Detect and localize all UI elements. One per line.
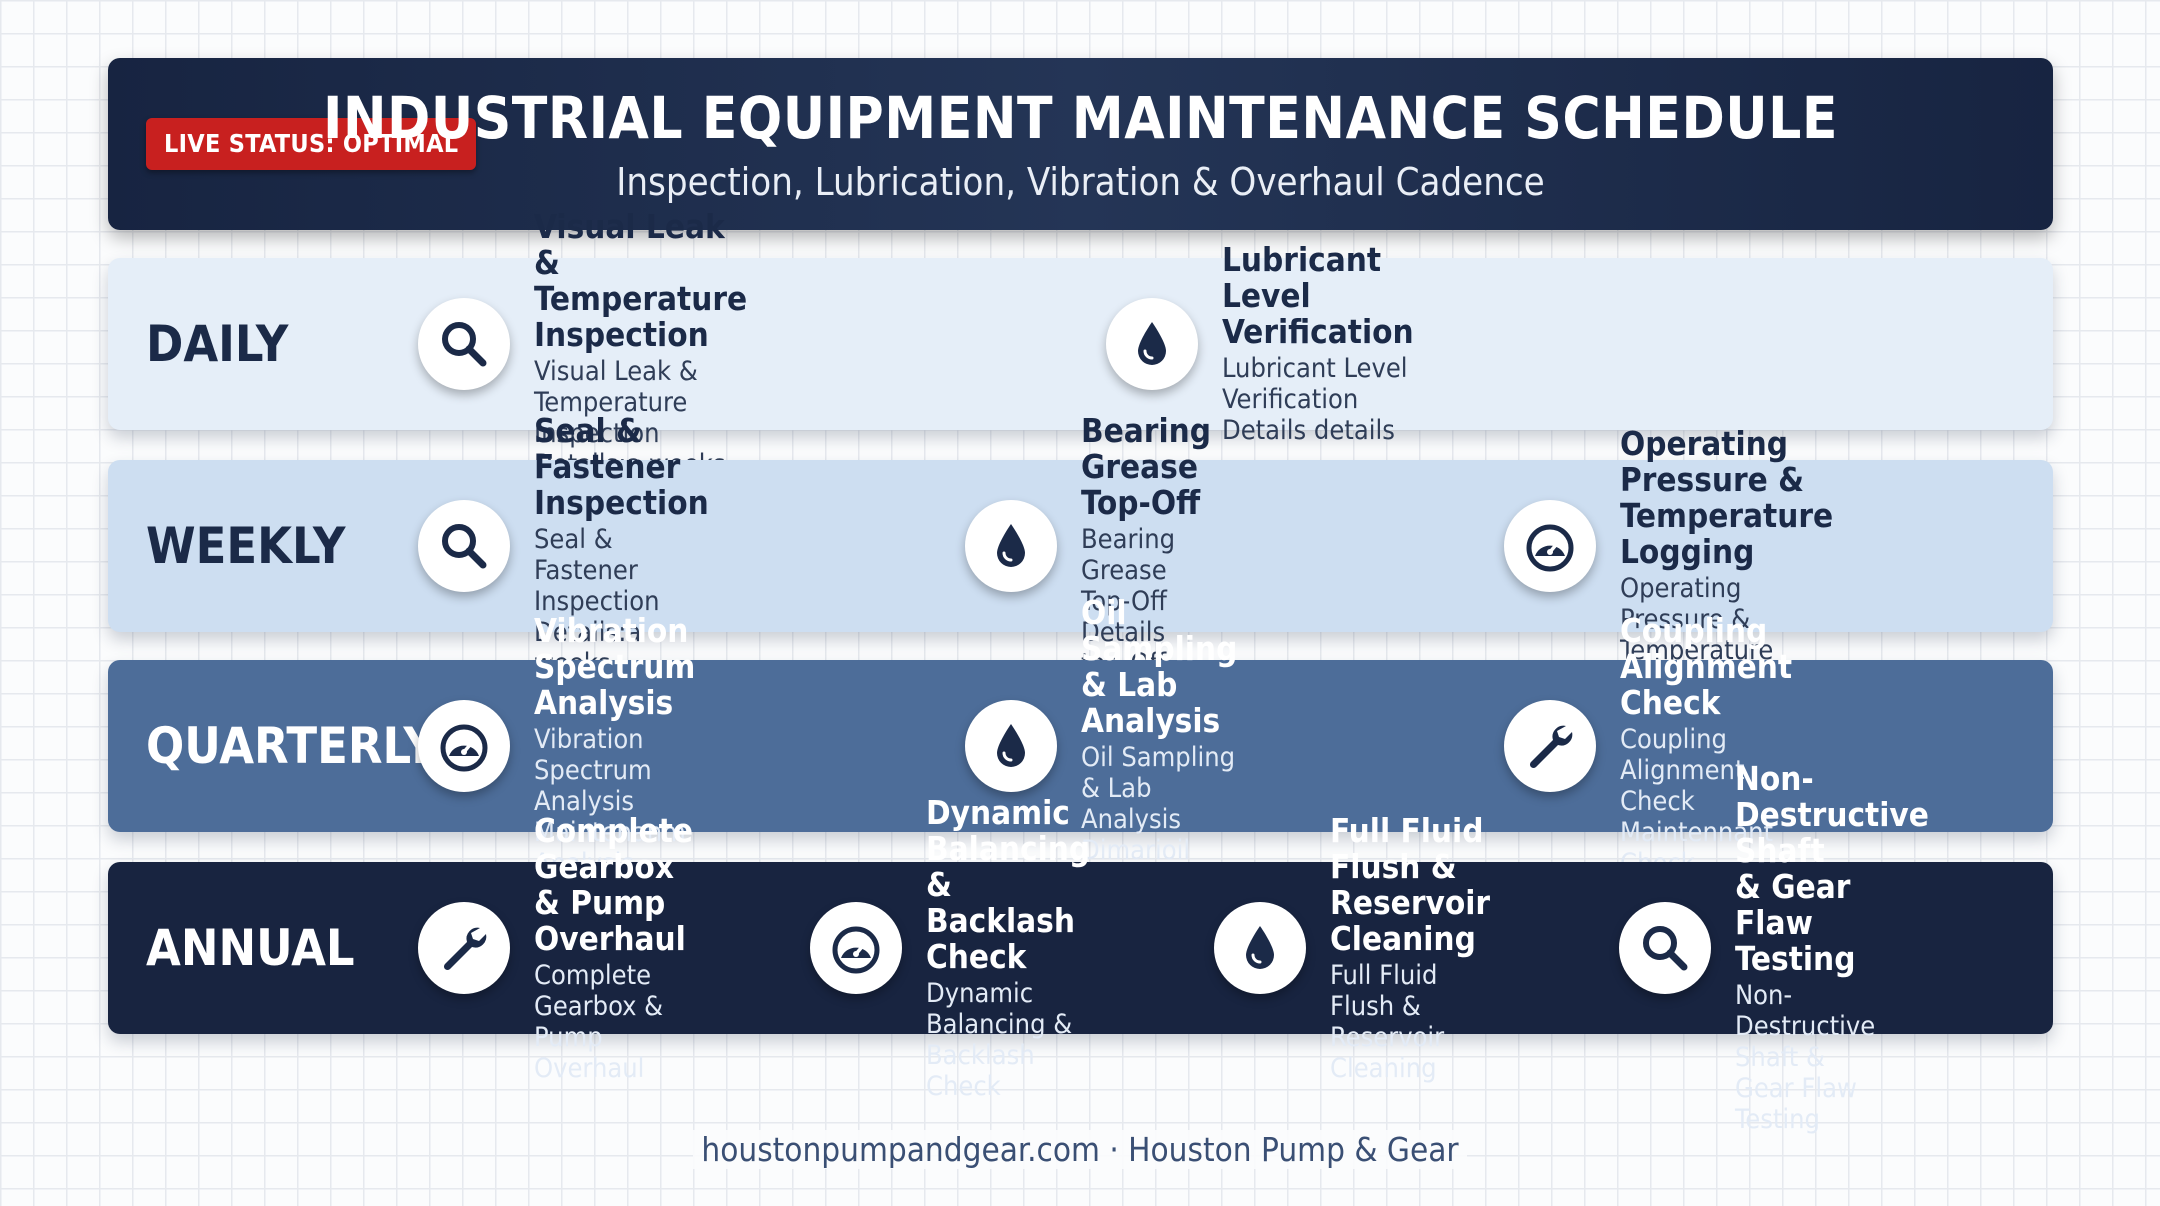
task-subtitle: Oil Sampling & Lab Analysis <box>1081 742 1236 835</box>
task-subtitle: Visual Leak & Temperature Inspection <box>534 355 698 449</box>
wrench-icon <box>418 902 510 994</box>
gauge-icon <box>418 700 510 792</box>
task-subtitle: Complete Gearbox & <box>534 959 664 1022</box>
oil-drop-icon <box>1106 298 1198 390</box>
task-subtitle: Operating Pressure & Temperature <box>1620 573 1774 666</box>
task-detail: Pump Overhaul <box>534 1021 645 1084</box>
page-title: INDUSTRIAL EQUIPMENT MAINTENANCE SCHEDUL… <box>322 84 1839 152</box>
annual-row: ANNUAL Complete Gearbox & Pump Overhaul … <box>108 761 2053 1135</box>
footer-credit-link[interactable]: houstonpumpandgear.com · Houston Pump & … <box>693 1130 1467 1169</box>
task-title-line1: Dynamic Balancing <box>926 792 1091 868</box>
task-title-line2: Temperature Logging <box>1620 496 1834 571</box>
task-title: Visual Leak & Temperature Inspection <box>534 206 748 354</box>
task-title: Bearing Grease Top-Off <box>1081 411 1212 522</box>
live-status-badge: LIVE STATUS: OPTIMAL <box>146 118 477 170</box>
task-title-line2: & Backlash Check <box>926 864 1075 976</box>
task-subtitle: Full Fluid Flush & <box>1330 959 1438 1022</box>
task-title: Lubricant Level Verification <box>1222 240 1414 351</box>
task-title-line1: Full Fluid Flush & <box>1330 810 1484 886</box>
task-detail: Gear Flaw Testing <box>1735 1073 1857 1135</box>
oil-drop-icon <box>1214 902 1306 994</box>
weekly-row: WEEKLY Seal & Fastener Inspection Seal &… <box>108 413 2053 679</box>
task-detail: Reservoir Cleaning <box>1330 1021 1445 1084</box>
task-title: Oil Sampling & Lab Analysis <box>1081 593 1238 740</box>
search-icon <box>1619 902 1711 994</box>
header-banner: LIVE STATUS: OPTIMAL INDUSTRIAL EQUIPMEN… <box>108 58 2053 230</box>
footer: houstonpumpandgear.com · Houston Pump & … <box>0 1128 2160 1172</box>
daily-row: DAILY Visual Leak & Temperature Inspecti… <box>108 208 2053 480</box>
task-subtitle: Seal & Fastener Inspection <box>534 524 660 617</box>
task-detail: Backlash Check <box>926 1039 1035 1102</box>
oil-drop-icon <box>965 700 1057 792</box>
task-title-line1: Operating Pressure & <box>1620 424 1805 499</box>
task-title-line2: Reservoir Cleaning <box>1330 882 1491 958</box>
search-icon <box>418 500 510 592</box>
task-title: Coupling Alignment Check <box>1620 611 1793 722</box>
task-subtitle: Lubricant Level Verification <box>1222 353 1408 415</box>
frequency-label-weekly: WEEKLY <box>146 517 346 575</box>
task-subtitle: Bearing Grease Top-Off <box>1081 524 1176 617</box>
task-subtitle: Dynamic Balancing & <box>926 977 1073 1040</box>
task-subtitle: Non-Destructive Shaft & <box>1735 980 1876 1073</box>
task-title: Seal & Fastener Inspection <box>534 411 709 522</box>
task-title-line1: Non-Destructive Shaft <box>1735 759 1929 870</box>
task-subtitle: Vibration Spectrum Analysis <box>534 724 652 817</box>
gauge-icon <box>1504 500 1596 592</box>
frequency-label-annual: ANNUAL <box>146 919 355 977</box>
search-icon <box>418 298 510 390</box>
task-subtitle: Coupling Alignment Check <box>1620 724 1745 817</box>
quarterly-row: QUARTERLY Vibration Spectrum Analysis Vi… <box>108 595 2053 897</box>
oil-drop-icon <box>965 500 1057 592</box>
gauge-icon <box>810 902 902 994</box>
task-title-line2: & Pump Overhaul <box>534 882 686 958</box>
page-subtitle: Inspection, Lubrication, Vibration & Ove… <box>616 160 1545 204</box>
wrench-icon <box>1504 700 1596 792</box>
task-title-line2: & Gear Flaw Testing <box>1735 867 1856 978</box>
task-title-line1: Complete Gearbox <box>534 810 694 886</box>
frequency-label-quarterly: QUARTERLY <box>146 717 436 775</box>
frequency-label-daily: DAILY <box>146 315 289 373</box>
task-detail: Details details <box>1222 415 1395 446</box>
task-title: Vibration Spectrum Analysis <box>534 611 696 722</box>
